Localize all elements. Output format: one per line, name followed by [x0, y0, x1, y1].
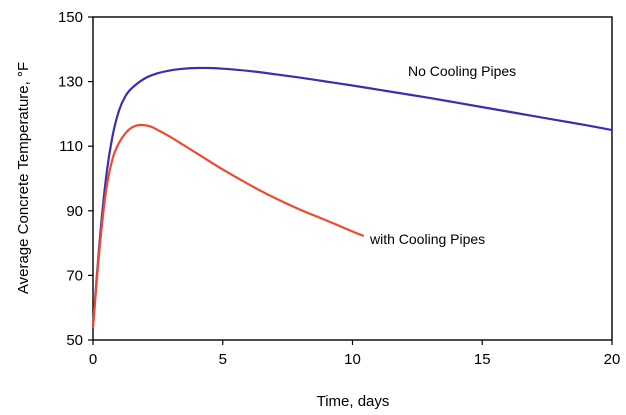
- y-tick-label: 50: [66, 332, 83, 349]
- x-tick-label: 10: [344, 351, 361, 368]
- x-tick-label: 0: [89, 351, 97, 368]
- y-tick-label: 70: [66, 267, 83, 284]
- y-axis: 50 70 90 110 130 150: [58, 9, 93, 349]
- x-axis-title: Time, days: [317, 393, 390, 410]
- x-tick-label: 15: [474, 351, 491, 368]
- plot-frame: [92, 16, 613, 341]
- series-layer: [91, 66, 614, 329]
- annotation-no-cooling-pipes: No Cooling Pipes: [408, 63, 516, 79]
- y-tick-label: 110: [59, 138, 83, 155]
- y-tick-label: 90: [66, 203, 83, 220]
- x-tick-label: 20: [604, 351, 621, 368]
- y-axis-title: Average Concrete Temperature, °F: [15, 62, 32, 294]
- y-tick-label: 130: [58, 74, 83, 91]
- x-tick-label: 5: [219, 351, 227, 368]
- annotation-with-cooling-pipes: with Cooling Pipes: [369, 231, 485, 247]
- y-tick-label: 150: [58, 9, 83, 26]
- series-line-1: [91, 123, 364, 329]
- plot-border: [92, 16, 613, 341]
- series-line-0: [91, 66, 614, 329]
- x-axis: 0 5 10 15 20: [89, 340, 621, 368]
